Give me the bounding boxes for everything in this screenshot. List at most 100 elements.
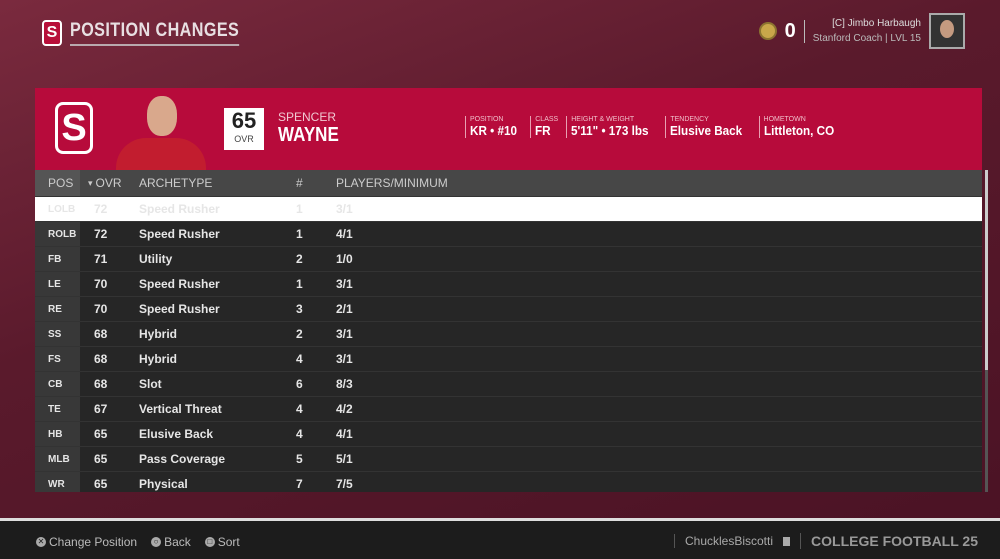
info-label: Class bbox=[535, 116, 559, 123]
cell-players-minimum: 3/1 bbox=[336, 277, 353, 291]
cell-number: 1 bbox=[296, 202, 303, 216]
col-archetype[interactable]: ARCHETYPE bbox=[139, 176, 213, 190]
cell-ovr: 65 bbox=[94, 477, 108, 491]
cell-pos: SS bbox=[35, 322, 80, 346]
cell-archetype: Utility bbox=[139, 252, 173, 266]
table-row[interactable]: SS 68 Hybrid 2 3/1 bbox=[35, 322, 982, 347]
player-info: Position KR • #10 Class FR Height & Weight 5'… bbox=[465, 116, 844, 138]
cell-ovr: 65 bbox=[94, 427, 108, 441]
info-class: Class FR bbox=[530, 116, 560, 138]
cell-archetype: Pass Coverage bbox=[139, 452, 226, 466]
col-number[interactable]: # bbox=[296, 176, 303, 190]
player-photo bbox=[111, 94, 211, 170]
info-position: Position KR • #10 bbox=[465, 116, 524, 138]
cell-ovr: 70 bbox=[94, 302, 108, 316]
user-info: 0 [C] Jimbo Harbaugh Stanford Coach | LV… bbox=[758, 13, 965, 49]
team-logo: S bbox=[55, 102, 93, 154]
coach-subtitle: Stanford Coach | LVL 15 bbox=[812, 33, 921, 44]
page-header: S POSITION CHANGES bbox=[42, 20, 269, 46]
cell-ovr: 72 bbox=[94, 227, 108, 241]
info-value: 5'11" • 173 lbs bbox=[571, 123, 649, 138]
stanford-logo-icon: S bbox=[42, 20, 62, 46]
cell-players-minimum: 3/1 bbox=[336, 202, 353, 216]
player-first-name: SPENCER bbox=[278, 110, 337, 124]
cell-number: 4 bbox=[296, 427, 303, 441]
footer: ✕ Change Position ○ Back □ Sort ChucklesBisco… bbox=[0, 518, 1000, 559]
cell-archetype: Elusive Back bbox=[139, 427, 214, 441]
cell-players-minimum: 5/1 bbox=[336, 452, 353, 466]
cell-pos: LOLB bbox=[35, 197, 80, 221]
position-table: POS ▾ OVR ARCHETYPE # PLAYERS/MINIMUM LOL… bbox=[35, 170, 982, 492]
cell-players-minimum: 1/0 bbox=[336, 252, 353, 266]
cell-players-minimum: 2/1 bbox=[336, 302, 353, 316]
cell-ovr: 68 bbox=[94, 352, 108, 366]
info-value: Elusive Back bbox=[670, 123, 743, 138]
scrollbar[interactable] bbox=[985, 170, 988, 492]
cell-archetype: Slot bbox=[139, 377, 162, 391]
info-value: Littleton, CO bbox=[763, 123, 834, 138]
table-row[interactable]: FS 68 Hybrid 4 3/1 bbox=[35, 347, 982, 372]
cell-ovr: 72 bbox=[94, 202, 108, 216]
cell-number: 1 bbox=[296, 227, 303, 241]
cell-ovr: 71 bbox=[94, 252, 108, 266]
hint-change-position[interactable]: ✕ Change Position bbox=[36, 535, 137, 549]
info-label: Height & Weight bbox=[571, 116, 635, 123]
coin-icon bbox=[758, 22, 777, 40]
circle-button-icon: ○ bbox=[151, 537, 162, 547]
table-row[interactable]: LE 70 Speed Rusher 1 3/1 bbox=[35, 272, 982, 297]
cross-button-icon: ✕ bbox=[36, 537, 46, 547]
table-row[interactable]: MLB 65 Pass Coverage 5 5/1 bbox=[35, 447, 982, 472]
cell-number: 6 bbox=[296, 377, 303, 391]
cell-number: 4 bbox=[296, 402, 303, 416]
cell-number: 3 bbox=[296, 302, 303, 316]
cell-pos: LE bbox=[35, 272, 80, 296]
gamertag: ChucklesBiscotti bbox=[673, 534, 773, 548]
player-last-name: WAYNE bbox=[278, 124, 339, 146]
cell-number: 2 bbox=[296, 252, 303, 266]
hint-label: Sort bbox=[217, 535, 240, 549]
page-title: POSITION CHANGES bbox=[70, 20, 240, 46]
hint-back[interactable]: ○ Back bbox=[151, 535, 191, 549]
cell-players-minimum: 4/1 bbox=[336, 227, 353, 241]
coin-count: 0 bbox=[785, 19, 805, 43]
info-tendency: Tendency Elusive Back bbox=[665, 116, 752, 138]
table-row[interactable]: RE 70 Speed Rusher 3 2/1 bbox=[35, 297, 982, 322]
table-row[interactable]: HB 65 Elusive Back 4 4/1 bbox=[35, 422, 982, 447]
avatar bbox=[929, 13, 965, 49]
coach-info: [C] Jimbo Harbaugh Stanford Coach | LVL … bbox=[813, 16, 921, 46]
info-label: Hometown bbox=[763, 116, 806, 123]
table-row[interactable]: TE 67 Vertical Threat 4 4/2 bbox=[35, 397, 982, 422]
col-ovr[interactable]: ▾ OVR bbox=[80, 170, 139, 196]
cell-players-minimum: 4/1 bbox=[336, 427, 353, 441]
cell-number: 5 bbox=[296, 452, 303, 466]
cell-pos: MLB bbox=[35, 447, 80, 471]
hint-sort[interactable]: □ Sort bbox=[204, 535, 240, 549]
cell-number: 7 bbox=[296, 477, 303, 491]
cell-ovr: 68 bbox=[94, 327, 108, 341]
table-row[interactable]: ROLB 72 Speed Rusher 1 4/1 bbox=[35, 222, 982, 247]
table-row[interactable]: LOLB 72 Speed Rusher 1 3/1 bbox=[35, 197, 982, 222]
cell-archetype: Speed Rusher bbox=[139, 302, 220, 316]
scrollbar-thumb[interactable] bbox=[985, 170, 988, 370]
col-players-minimum[interactable]: PLAYERS/MINIMUM bbox=[336, 176, 448, 190]
cell-players-minimum: 4/2 bbox=[336, 402, 353, 416]
game-logo: COLLEGE FOOTBALL 25 bbox=[800, 533, 978, 549]
col-pos[interactable]: POS bbox=[35, 170, 80, 196]
cell-number: 2 bbox=[296, 327, 303, 341]
cell-number: 4 bbox=[296, 352, 303, 366]
table-row[interactable]: FB 71 Utility 2 1/0 bbox=[35, 247, 982, 272]
ovr-badge: 65 OVR bbox=[224, 108, 264, 150]
square-button-icon: □ bbox=[204, 537, 215, 547]
gamertag-badge-icon bbox=[783, 536, 791, 546]
cell-archetype: Speed Rusher bbox=[139, 202, 220, 216]
info-height-weight: Height & Weight 5'11" • 173 lbs bbox=[566, 116, 659, 138]
player-card: S 65 OVR SPENCER WAYNE Position KR • #10 C… bbox=[35, 88, 982, 170]
cell-pos: FS bbox=[35, 347, 80, 371]
table-row[interactable]: CB 68 Slot 6 8/3 bbox=[35, 372, 982, 397]
hint-label: Back bbox=[164, 535, 191, 549]
table-row[interactable]: WR 65 Physical 7 7/5 bbox=[35, 472, 982, 492]
cell-pos: FB bbox=[35, 247, 80, 271]
info-label: Tendency bbox=[670, 116, 709, 123]
cell-pos: WR bbox=[35, 472, 80, 492]
ovr-value: 65 bbox=[231, 108, 257, 133]
